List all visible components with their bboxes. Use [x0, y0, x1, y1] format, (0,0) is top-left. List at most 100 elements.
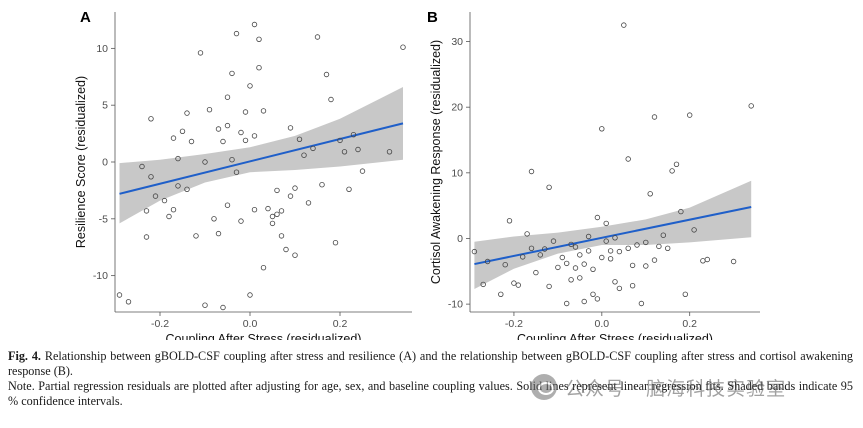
data-point — [524, 231, 530, 237]
caption-note: Note. Partial regression residuals are p… — [8, 379, 853, 408]
data-point — [528, 245, 535, 251]
data-point — [638, 300, 645, 307]
data-point — [515, 282, 521, 288]
data-point — [184, 186, 190, 192]
data-point — [278, 208, 285, 214]
data-point — [533, 269, 539, 276]
data-point — [577, 252, 583, 258]
data-point — [296, 136, 303, 142]
data-point — [616, 248, 623, 255]
data-point — [471, 248, 478, 255]
y-tick-label: 10 — [96, 43, 108, 55]
watermark: 公众号 · 脑海科技实验室 — [531, 372, 851, 402]
y-tick-label: 0 — [102, 157, 108, 169]
data-point — [656, 243, 662, 250]
data-point — [502, 262, 508, 268]
data-point — [283, 246, 289, 253]
data-point — [251, 206, 258, 213]
data-point — [260, 108, 267, 114]
data-point — [175, 183, 181, 189]
data-point — [305, 200, 312, 206]
data-point — [287, 193, 294, 199]
x-tick-label: -0.2 — [151, 318, 169, 330]
data-point — [730, 258, 737, 265]
confidence-band — [119, 87, 403, 224]
data-point — [651, 114, 658, 120]
data-point — [350, 131, 357, 138]
x-tick-label: -0.2 — [505, 318, 523, 330]
data-point — [215, 230, 222, 237]
data-point — [748, 103, 754, 109]
data-point — [520, 254, 526, 260]
data-point — [170, 135, 177, 141]
data-point — [555, 264, 561, 271]
data-point — [269, 220, 276, 227]
data-point — [669, 168, 675, 174]
data-point — [484, 258, 491, 265]
data-point — [581, 298, 587, 305]
data-point — [184, 110, 190, 116]
data-point — [346, 186, 352, 192]
data-point — [220, 304, 226, 311]
data-point — [700, 258, 706, 264]
data-point — [143, 208, 150, 214]
data-point — [682, 291, 688, 297]
data-point — [310, 145, 316, 152]
data-point — [511, 280, 517, 286]
data-point — [242, 109, 249, 115]
data-point — [480, 281, 486, 288]
data-point — [572, 265, 579, 271]
data-point — [643, 239, 649, 246]
y-tick-label: -5 — [99, 213, 108, 225]
data-point — [148, 174, 154, 180]
y-axis-label: Resilience Score (residualized) — [74, 76, 88, 248]
data-point — [170, 206, 177, 213]
data-point — [229, 70, 235, 77]
data-point — [629, 283, 636, 289]
wechat-icon — [531, 374, 557, 400]
panel-a: A -0.2 0.0 0.2 -10 -5 0 5 10 Coupling After Stres… — [74, 9, 412, 340]
y-tick-label: 5 — [102, 100, 108, 112]
data-point — [251, 21, 258, 28]
data-point — [238, 218, 244, 224]
data-point — [242, 137, 249, 144]
data-point — [292, 185, 298, 191]
data-point — [528, 168, 535, 175]
data-point — [568, 241, 574, 248]
data-point — [568, 277, 574, 283]
figure-label: Fig. 4. — [8, 349, 41, 363]
data-point — [139, 163, 145, 170]
data-point — [599, 254, 605, 261]
data-point — [224, 122, 231, 129]
data-point — [193, 233, 199, 239]
data-point — [229, 156, 235, 163]
data-point — [287, 125, 294, 131]
data-point — [328, 96, 334, 103]
data-point — [665, 245, 671, 251]
panel-label: B — [427, 9, 438, 26]
data-point — [621, 22, 627, 28]
y-tick-label: 30 — [451, 36, 463, 48]
data-point — [704, 256, 710, 263]
data-point — [166, 213, 172, 220]
data-point — [359, 168, 366, 174]
data-point — [603, 238, 609, 244]
data-point — [215, 126, 222, 132]
data-point — [585, 233, 592, 240]
data-point — [581, 261, 587, 267]
data-point — [603, 220, 609, 227]
data-point — [590, 266, 596, 272]
data-point — [612, 235, 618, 241]
data-point — [546, 283, 552, 290]
y-tick-label: -10 — [448, 299, 463, 311]
data-point — [197, 50, 204, 56]
data-point — [612, 279, 618, 285]
panel-label: A — [80, 9, 91, 26]
data-point — [647, 191, 653, 197]
y-tick-label: 0 — [457, 233, 463, 245]
x-tick-label: 0.0 — [243, 318, 258, 330]
figure-caption: Fig. 4. Relationship between gBOLD-CSF c… — [8, 349, 853, 409]
data-point — [643, 263, 649, 269]
data-point — [332, 239, 339, 246]
data-point — [678, 208, 684, 215]
